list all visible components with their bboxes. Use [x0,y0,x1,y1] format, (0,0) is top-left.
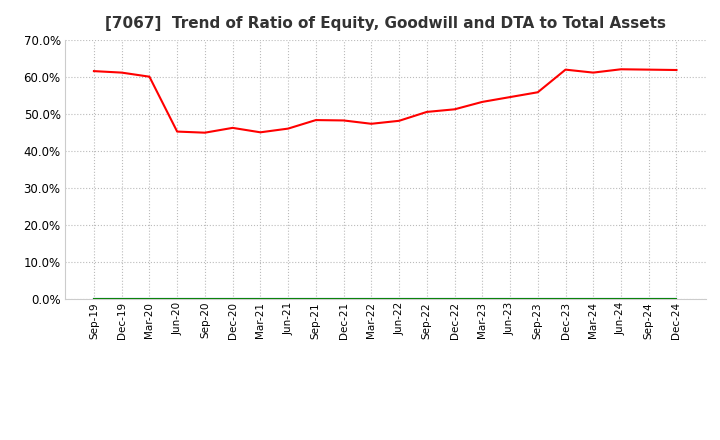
Equity [145,74,154,79]
Goodwill [228,297,237,302]
Equity [423,109,431,114]
Deferred Tax Assets [367,297,376,302]
Deferred Tax Assets [505,297,514,302]
Goodwill [505,297,514,302]
Deferred Tax Assets [256,297,265,302]
Equity [201,130,210,136]
Equity [395,118,403,124]
Title: [7067]  Trend of Ratio of Equity, Goodwill and DTA to Total Assets: [7067] Trend of Ratio of Equity, Goodwil… [104,16,666,32]
Equity [561,67,570,72]
Goodwill [312,297,320,302]
Equity [505,95,514,100]
Goodwill [616,297,625,302]
Deferred Tax Assets [284,297,292,302]
Deferred Tax Assets [89,297,98,302]
Equity [450,106,459,112]
Deferred Tax Assets [561,297,570,302]
Deferred Tax Assets [173,297,181,302]
Deferred Tax Assets [672,297,681,302]
Goodwill [644,297,653,302]
Deferred Tax Assets [450,297,459,302]
Deferred Tax Assets [312,297,320,302]
Goodwill [89,297,98,302]
Line: Equity: Equity [94,69,677,133]
Goodwill [672,297,681,302]
Equity [89,69,98,74]
Goodwill [589,297,598,302]
Equity [589,70,598,75]
Goodwill [284,297,292,302]
Goodwill [561,297,570,302]
Deferred Tax Assets [145,297,154,302]
Equity [534,90,542,95]
Goodwill [256,297,265,302]
Deferred Tax Assets [589,297,598,302]
Deferred Tax Assets [339,297,348,302]
Goodwill [367,297,376,302]
Equity [672,67,681,73]
Deferred Tax Assets [201,297,210,302]
Goodwill [534,297,542,302]
Goodwill [450,297,459,302]
Deferred Tax Assets [478,297,487,302]
Goodwill [117,297,126,302]
Equity [312,117,320,123]
Goodwill [201,297,210,302]
Equity [616,66,625,72]
Deferred Tax Assets [228,297,237,302]
Goodwill [173,297,181,302]
Deferred Tax Assets [395,297,403,302]
Deferred Tax Assets [644,297,653,302]
Equity [367,121,376,126]
Deferred Tax Assets [117,297,126,302]
Equity [478,99,487,105]
Equity [173,129,181,134]
Goodwill [423,297,431,302]
Equity [256,130,265,135]
Equity [117,70,126,75]
Equity [644,67,653,72]
Equity [228,125,237,131]
Deferred Tax Assets [534,297,542,302]
Goodwill [339,297,348,302]
Goodwill [478,297,487,302]
Goodwill [395,297,403,302]
Equity [339,118,348,123]
Deferred Tax Assets [423,297,431,302]
Goodwill [145,297,154,302]
Equity [284,126,292,131]
Deferred Tax Assets [616,297,625,302]
